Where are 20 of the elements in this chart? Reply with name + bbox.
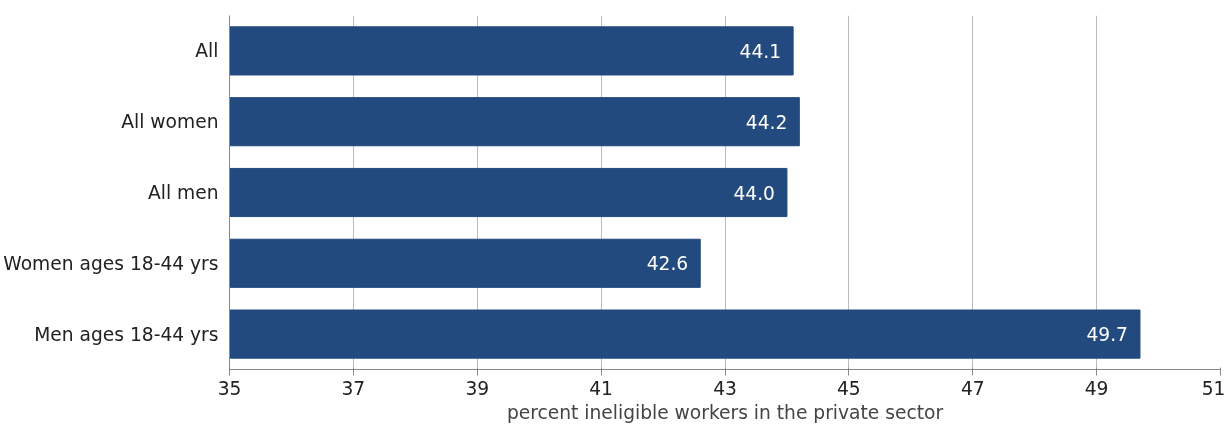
data-label: 44.1: [739, 40, 782, 62]
x-tick-label: 47: [960, 377, 985, 399]
x-tick-label: 49: [1084, 377, 1109, 399]
y-tick-label: All women: [121, 111, 219, 133]
x-tick-label: 41: [589, 377, 614, 399]
x-tick-label: 39: [465, 377, 490, 399]
y-tick-label: All men: [147, 182, 219, 203]
y-tick-label: Men ages 18-44 yrs: [34, 323, 219, 345]
data-label: 44.0: [733, 182, 775, 204]
x-tick-label: 51: [1201, 377, 1226, 399]
x-tick-label: 43: [713, 377, 737, 399]
y-tick-label: Women ages 18-44 yrs: [3, 252, 219, 274]
data-label: 44.2: [745, 111, 788, 133]
x-tick-label: 37: [341, 377, 366, 399]
y-tick-label: All: [195, 40, 219, 62]
data-label: 49.7: [1086, 324, 1128, 346]
x-tick-label: 45: [837, 377, 861, 399]
x-tick-label: 35: [217, 377, 242, 399]
data-label: 42.6: [646, 253, 689, 275]
x-axis-title: percent ineligible workers in the private sector: [506, 401, 944, 423]
